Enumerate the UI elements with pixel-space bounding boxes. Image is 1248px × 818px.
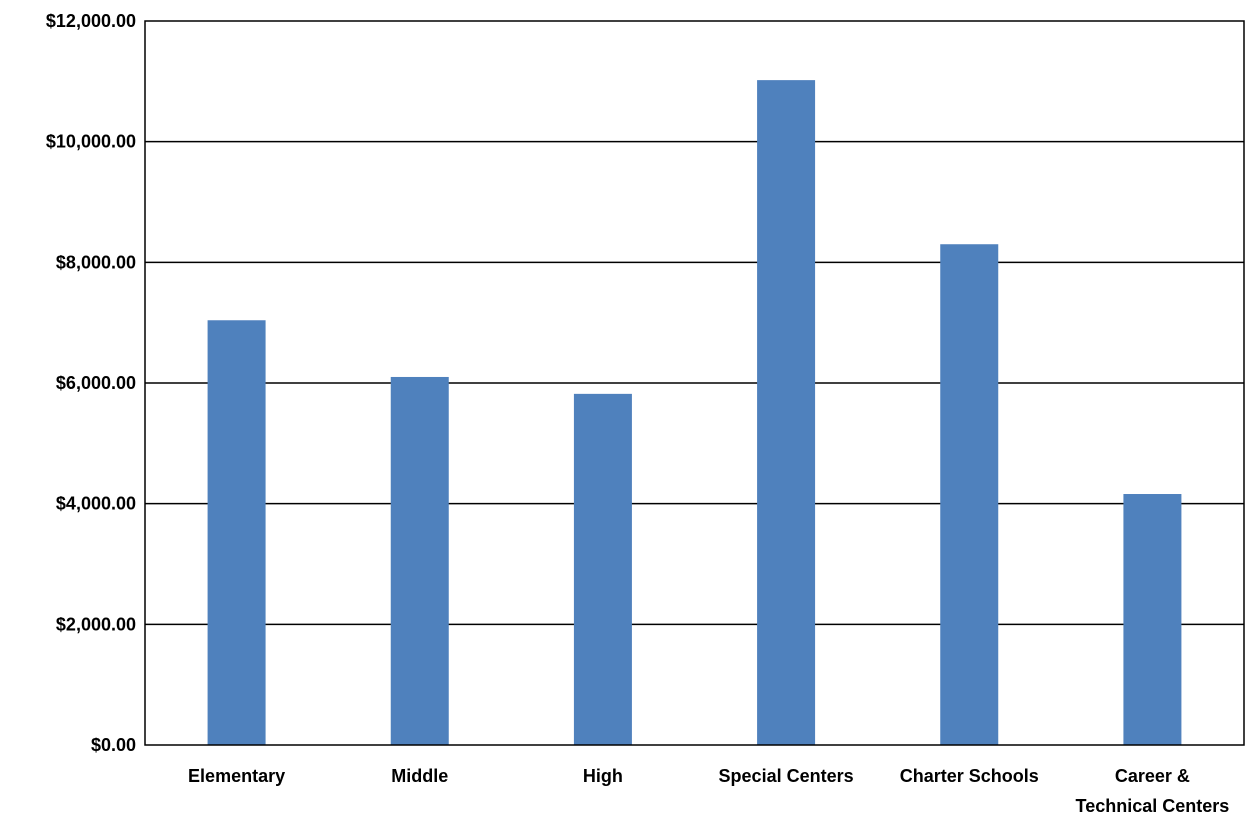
x-category-label: Middle bbox=[391, 766, 448, 786]
x-category-label-line: High bbox=[583, 766, 623, 786]
x-category-label-line: Middle bbox=[391, 766, 448, 786]
x-category-label: Special Centers bbox=[719, 766, 854, 786]
x-category-label-line: Charter Schools bbox=[900, 766, 1039, 786]
y-tick-label: $12,000.00 bbox=[46, 11, 136, 31]
x-category-label: Career & Technical Centers bbox=[1076, 766, 1230, 816]
bars bbox=[207, 80, 1182, 746]
x-category-label-line: Career & bbox=[1115, 766, 1190, 786]
bar-career-technical-centers bbox=[1123, 494, 1182, 745]
x-category-label-line: Elementary bbox=[188, 766, 285, 786]
x-category-label: Elementary bbox=[188, 766, 285, 786]
y-tick-label: $8,000.00 bbox=[56, 252, 136, 272]
x-axis-category-labels: Elementary Middle High Special Centers Chart… bbox=[188, 766, 1229, 816]
x-category-label: High bbox=[583, 766, 623, 786]
bar-charter-schools bbox=[940, 244, 999, 745]
bar-special-centers bbox=[757, 80, 816, 746]
y-tick-label: $0.00 bbox=[91, 735, 136, 755]
plot-area-frame bbox=[144, 20, 1245, 746]
x-category-label-line: Special Centers bbox=[719, 766, 854, 786]
x-category-label-line: Technical Centers bbox=[1076, 796, 1230, 816]
y-axis-tick-labels: $0.00 $2,000.00 $4,000.00 $6,000.00 $8,000.0… bbox=[46, 11, 136, 755]
bar-elementary bbox=[207, 320, 266, 745]
x-category-label: Charter Schools bbox=[900, 766, 1039, 786]
bar-middle bbox=[390, 376, 449, 745]
y-tick-label: $4,000.00 bbox=[56, 494, 136, 514]
y-tick-label: $6,000.00 bbox=[56, 373, 136, 393]
y-tick-label: $2,000.00 bbox=[56, 614, 136, 634]
y-tick-label: $10,000.00 bbox=[46, 132, 136, 152]
gridlines bbox=[145, 140, 1244, 626]
bar-high bbox=[573, 393, 632, 745]
